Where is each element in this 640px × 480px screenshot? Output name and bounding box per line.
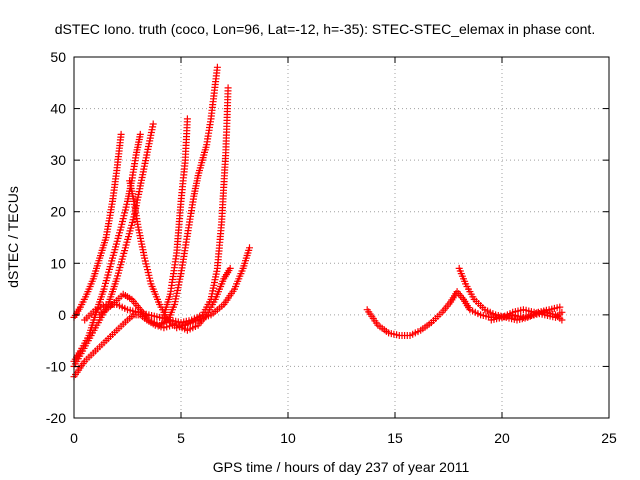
series-arc-1	[70, 130, 125, 321]
series-arc-2	[70, 130, 144, 365]
series-arc-8	[160, 115, 191, 319]
y-tick-label: -10	[46, 358, 66, 374]
x-tick-label: 5	[177, 430, 185, 446]
x-axis-label: GPS time / hours of day 237 of year 2011	[213, 459, 470, 475]
point-markers	[455, 264, 564, 324]
y-tick-label: 10	[50, 255, 66, 271]
x-tick-label: 15	[387, 430, 403, 446]
x-tick-label: 0	[70, 430, 78, 446]
chart-title: dSTEC Iono. truth (coco, Lon=96, Lat=-12…	[55, 21, 595, 37]
grid	[74, 57, 609, 418]
x-tick-label: 25	[601, 430, 617, 446]
y-tick-label: 40	[50, 101, 66, 117]
series-arc-12	[455, 264, 564, 324]
plot-frame	[73, 56, 610, 419]
point-markers	[487, 306, 566, 324]
y-tick-label: 0	[58, 307, 66, 323]
point-markers	[96, 63, 221, 329]
y-tick-label: 50	[50, 49, 66, 65]
point-markers	[70, 130, 125, 321]
axes: 0 5 10 15 20 25 -20 -10 0 10 20 30 40 50	[46, 49, 617, 446]
series-arc-6	[96, 63, 221, 329]
series-arc-7	[81, 84, 232, 327]
x-tick-label: 20	[494, 430, 510, 446]
y-tick-label: -20	[46, 410, 66, 426]
y-tick-label: 20	[50, 204, 66, 220]
series-arc-10	[181, 244, 253, 329]
data-series	[70, 63, 566, 381]
y-tick-label: 30	[50, 152, 66, 168]
point-markers	[81, 84, 232, 327]
point-markers	[181, 244, 253, 329]
series-arc-13	[487, 306, 566, 324]
y-axis-label: dSTEC / TECUs	[5, 186, 21, 288]
point-markers	[70, 130, 144, 365]
x-tick-label: 10	[280, 430, 296, 446]
point-markers	[160, 115, 191, 319]
